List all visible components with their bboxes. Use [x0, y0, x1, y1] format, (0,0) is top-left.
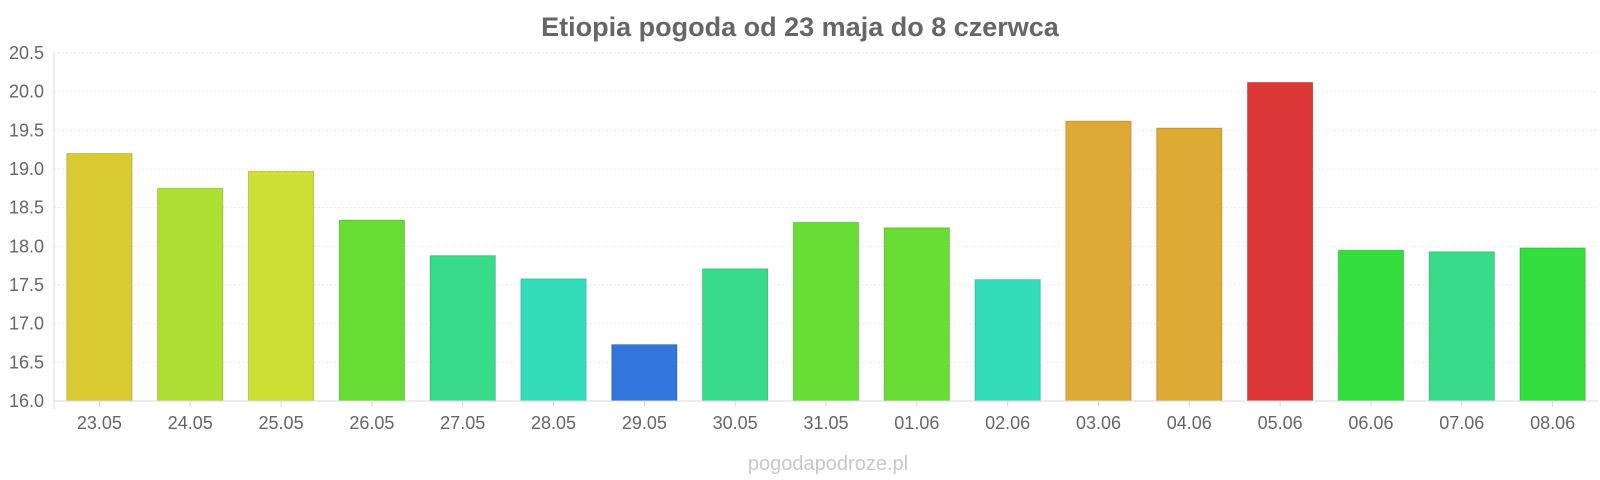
x-tick-label: 23.05	[77, 413, 122, 433]
bar-24.05	[157, 187, 224, 402]
y-tick-label: 19.5	[9, 120, 44, 140]
bar-01.06	[883, 227, 951, 402]
x-tick-label: 30.05	[713, 413, 758, 433]
x-tick-label: 28.05	[531, 413, 576, 433]
y-tick-label: 16.0	[9, 391, 44, 411]
x-tick-label: 01.06	[894, 413, 939, 433]
chart-title: Etiopia pogoda od 23 maja do 8 czerwca	[541, 12, 1060, 42]
x-tick-label: 07.06	[1439, 413, 1484, 433]
x-tick-label: 27.05	[440, 413, 485, 433]
bar-25.05	[247, 170, 315, 402]
bars	[66, 81, 1586, 402]
x-tick-label: 31.05	[803, 413, 848, 433]
bar-08.06	[1519, 247, 1586, 402]
y-tick-label: 20.5	[9, 43, 44, 63]
bar-23.05	[66, 153, 133, 402]
y-tick-label: 19.0	[9, 159, 44, 179]
x-tick-label: 26.05	[349, 413, 394, 433]
y-tick-label: 17.5	[9, 275, 44, 295]
bar-07.06	[1428, 251, 1495, 402]
bar-04.06	[1156, 127, 1223, 402]
bar-27.05	[429, 255, 496, 402]
x-tick-label: 06.06	[1348, 413, 1393, 433]
watermark: pogodapodroze.pl	[748, 453, 908, 475]
bar-05.06	[1246, 81, 1314, 402]
x-tick-label: 05.06	[1258, 413, 1303, 433]
x-tick-label: 08.06	[1530, 413, 1575, 433]
bar-30.05	[701, 268, 769, 402]
y-tick-label: 18.5	[9, 198, 44, 218]
x-tick-label: 03.06	[1076, 413, 1121, 433]
bar-03.06	[1065, 120, 1132, 402]
bar-31.05	[792, 221, 860, 402]
x-tick-label: 29.05	[622, 413, 667, 433]
bar-02.06	[974, 279, 1041, 402]
y-tick-label: 20.0	[9, 82, 44, 102]
y-tick-label: 17.0	[9, 314, 44, 334]
y-tick-label: 18.0	[9, 236, 44, 256]
x-tick-label: 25.05	[259, 413, 304, 433]
y-axis: 16.0 16.5 17.0 17.5 18.0 18.5 19.0 19.5 20.0 20.5	[9, 43, 55, 411]
x-axis: 23.05 24.05 25.05 26.05 27.05 28.05 29.05 30.05…	[54, 400, 1598, 433]
x-tick-label: 02.06	[985, 413, 1030, 433]
bar-06.06	[1337, 249, 1405, 402]
bar-29.05	[611, 344, 678, 402]
x-tick-label: 24.05	[168, 413, 213, 433]
x-tick-label: 04.06	[1167, 413, 1212, 433]
bar-26.05	[338, 219, 406, 402]
y-tick-label: 16.5	[9, 352, 44, 372]
bar-28.05	[520, 278, 587, 402]
